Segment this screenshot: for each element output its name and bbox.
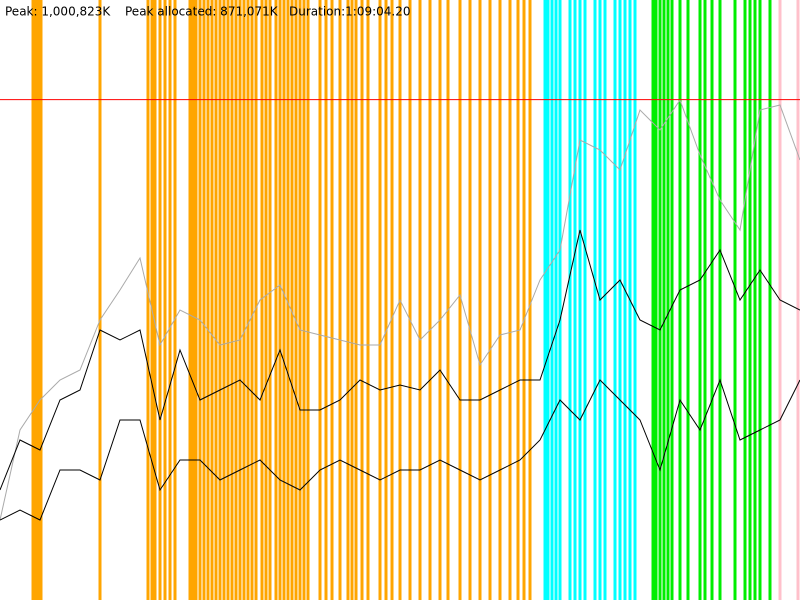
duration: Duration:1:09:04.20 bbox=[289, 5, 411, 19]
memory-line bbox=[0, 378, 800, 521]
peak-allocated: Peak allocated: 871,071K bbox=[125, 5, 279, 19]
peak-label: Peak: 1,000,823K bbox=[5, 5, 111, 19]
memory-line bbox=[0, 98, 800, 521]
memory-line bbox=[0, 229, 800, 491]
